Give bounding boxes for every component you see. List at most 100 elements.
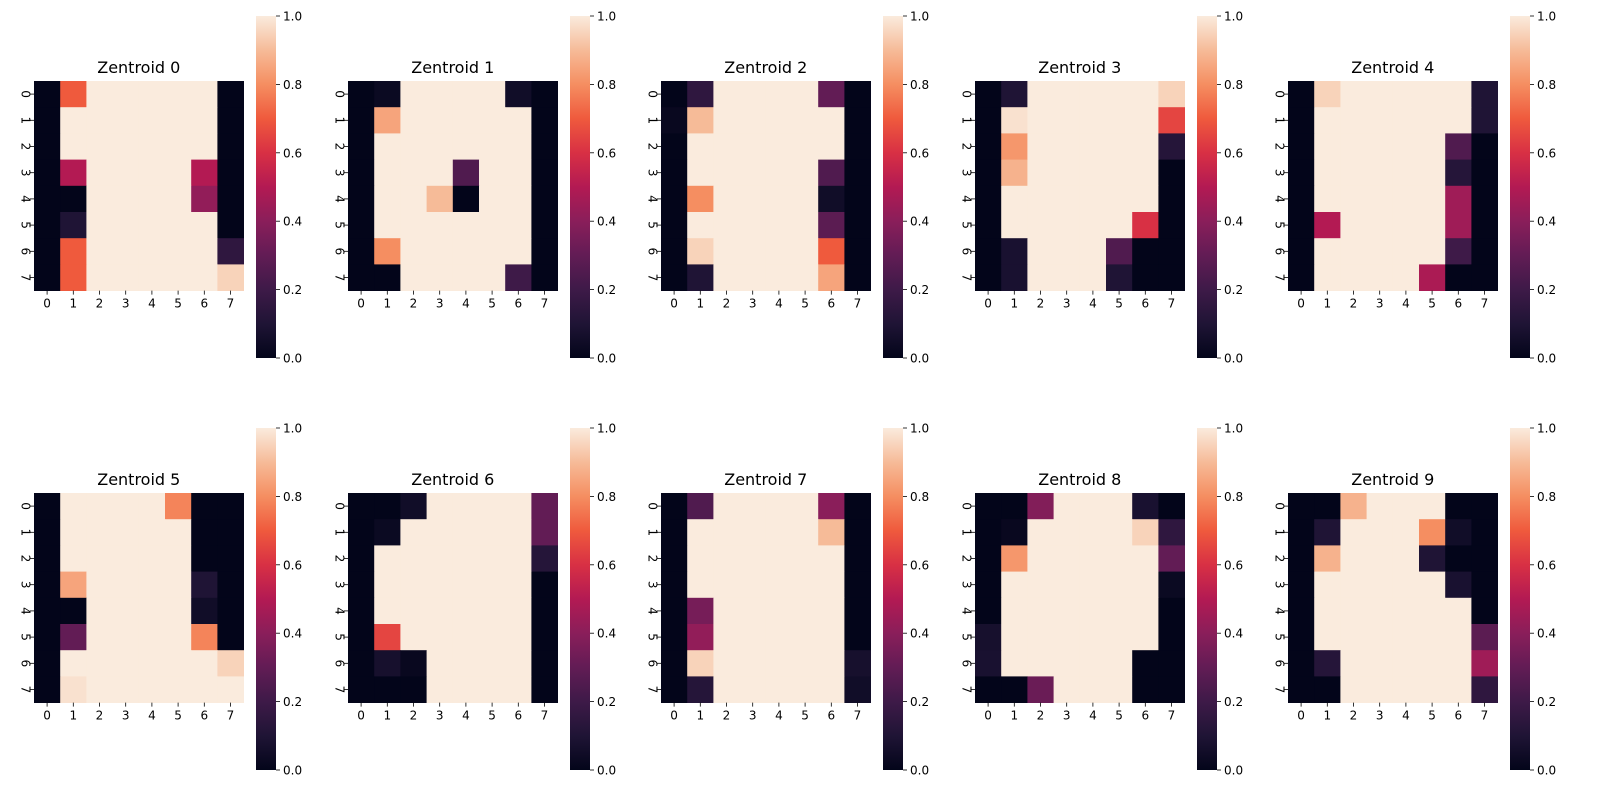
- colorbar-tick-label: 0.8: [1537, 490, 1556, 504]
- x-tick-label: 4: [775, 709, 783, 723]
- heatmap-cell: [60, 133, 87, 160]
- heatmap-cell: [452, 238, 480, 265]
- colorbar-tick-label: 0.6: [1224, 558, 1243, 572]
- heatmap-cell: [1392, 107, 1420, 134]
- heatmap-cell: [687, 624, 714, 651]
- y-tick-label: 2: [19, 555, 33, 563]
- heatmap-cell: [217, 212, 244, 239]
- heatmap-cell: [34, 597, 61, 625]
- heatmap-cell: [60, 212, 87, 239]
- heatmap-cell: [138, 493, 166, 520]
- heatmap-cell: [1392, 238, 1420, 265]
- y-tick-label: 7: [1273, 274, 1287, 282]
- heatmap-cell: [1132, 519, 1159, 546]
- heatmap-cell: [1132, 212, 1159, 239]
- x-tick-label: 5: [1115, 709, 1123, 723]
- heatmap-cell: [1132, 545, 1159, 572]
- heatmap-cell: [1027, 650, 1054, 677]
- heatmap-cell: [217, 545, 244, 572]
- y-tick-label: 3: [1273, 581, 1287, 589]
- heatmap-cell: [505, 650, 532, 677]
- heatmap-cell: [1392, 545, 1420, 572]
- heatmap-cell: [34, 212, 61, 239]
- heatmap-cell: [505, 519, 532, 546]
- heatmap-cell: [1445, 650, 1472, 677]
- heatmap-cell: [112, 133, 140, 160]
- x-tick-label: 5: [488, 709, 496, 723]
- heatmap-cell: [765, 493, 793, 520]
- heatmap-cell: [1106, 597, 1133, 625]
- heatmap-cell: [479, 493, 506, 520]
- heatmap-cell: [713, 597, 740, 625]
- colorbar: [1510, 16, 1530, 358]
- heatmap-cell: [426, 650, 454, 677]
- y-tick-label: 2: [646, 555, 660, 563]
- heatmap-cell: [844, 597, 871, 625]
- heatmap-cell: [374, 185, 401, 213]
- heatmap-cell: [844, 238, 871, 265]
- heatmap-cell: [479, 212, 506, 239]
- heatmap-cell: [34, 81, 61, 108]
- colorbar-tick-label: 0.8: [1224, 490, 1243, 504]
- heatmap-cell: [400, 597, 427, 625]
- heatmap-cell: [34, 676, 61, 703]
- heatmap-cell: [818, 519, 845, 546]
- heatmap-cell: [661, 159, 688, 187]
- heatmap-cell: [1340, 133, 1367, 160]
- heatmap-cell: [1471, 571, 1498, 599]
- heatmap-cell: [818, 264, 845, 291]
- heatmap-cell: [531, 133, 558, 160]
- heatmap-cell: [34, 624, 61, 651]
- x-tick-label: 1: [1010, 297, 1018, 311]
- heatmap-cell: [1340, 185, 1367, 213]
- heatmap-cell: [217, 676, 244, 703]
- heatmap-cell: [1053, 212, 1081, 239]
- y-tick-label: 1: [19, 116, 33, 124]
- heatmap-cell: [1340, 597, 1367, 625]
- heatmap-cell: [60, 519, 87, 546]
- heatmap-cell: [1132, 624, 1159, 651]
- heatmap-cell: [426, 159, 454, 187]
- y-tick-label: 5: [19, 633, 33, 641]
- heatmap-cell: [1079, 519, 1107, 546]
- heatmap-cell: [1445, 264, 1472, 291]
- heatmap-cell: [479, 624, 506, 651]
- heatmap-cell: [112, 238, 140, 265]
- heatmap-cell: [505, 624, 532, 651]
- y-tick-label: 1: [646, 116, 660, 124]
- heatmap-cell: [426, 519, 454, 546]
- heatmap-cell: [844, 107, 871, 134]
- heatmap-cell: [1471, 107, 1498, 134]
- heatmap-cell: [687, 650, 714, 677]
- heatmap-cell: [86, 81, 113, 108]
- heatmap-cell: [1001, 133, 1028, 160]
- colorbar-tick-label: 0.0: [283, 352, 302, 366]
- heatmap-cell: [86, 264, 113, 291]
- heatmap-cell: [713, 159, 740, 187]
- y-tick-label: 7: [19, 686, 33, 694]
- x-tick-label: 6: [200, 709, 208, 723]
- heatmap-cell: [165, 185, 192, 213]
- heatmap-cell: [165, 212, 192, 239]
- heatmap-cell: [1288, 571, 1315, 599]
- heatmap-cell: [687, 133, 714, 160]
- heatmap-cell: [1288, 519, 1315, 546]
- colorbar-tick-label: 0.8: [910, 78, 929, 92]
- heatmap-cell: [661, 676, 688, 703]
- heatmap-cell: [348, 571, 375, 599]
- colorbar-tick-label: 0.6: [283, 146, 302, 160]
- heatmap-cell: [844, 264, 871, 291]
- heatmap-cell: [34, 519, 61, 546]
- heatmap-cell: [1366, 650, 1394, 677]
- heatmap-cell: [1366, 107, 1394, 134]
- x-tick-label: 5: [801, 297, 809, 311]
- panel-title: Zentroid 7: [724, 470, 807, 489]
- heatmap-cell: [1419, 624, 1446, 651]
- heatmap-cell: [138, 624, 166, 651]
- heatmap-cell: [112, 676, 140, 703]
- heatmap-cell: [739, 571, 767, 599]
- heatmap-cell: [1288, 676, 1315, 703]
- x-tick-label: 1: [383, 709, 391, 723]
- heatmap-cell: [452, 676, 480, 703]
- heatmap-cell: [1158, 650, 1185, 677]
